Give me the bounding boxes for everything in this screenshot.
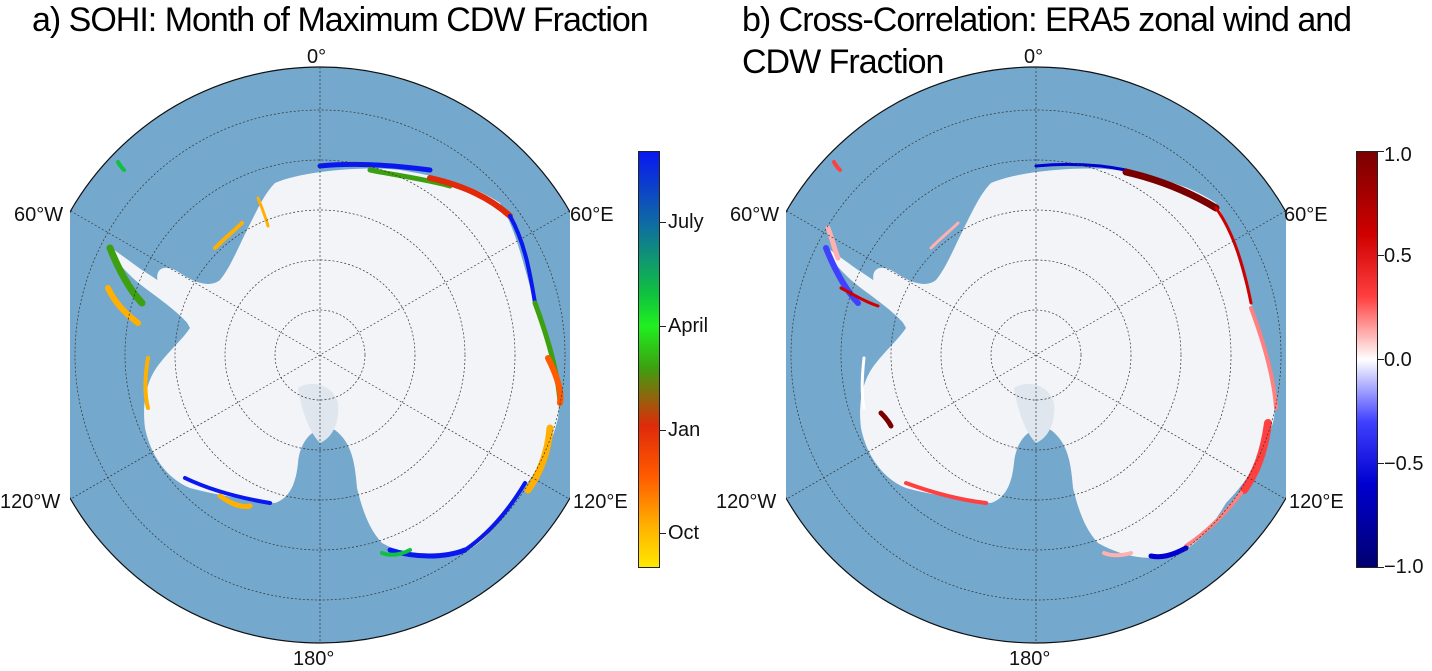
panel-b-tick-label-1: 1.0 [1384,144,1412,166]
panel-b-tick-mark [1378,255,1384,256]
panel-b-tick-label-neg-0-5: −0.5 [1384,453,1424,475]
panel-b-lon-60w: 60°W [730,204,780,226]
panel-b-lon-120w: 120°W [716,491,777,513]
panel-b-title-line1: b) Cross-Correlation: ERA5 zonal wind an… [742,1,1352,39]
antarctica-landmass [144,168,559,558]
panel-a-lon-60e: 60°E [570,204,614,226]
panel-a-tick-mark [660,222,666,223]
panel-a-lon-0: 0° [307,46,327,68]
panel-b-tick-mark [1378,151,1384,152]
panel-b-coastal-data [823,160,1278,560]
panel-a-tick-mark [660,326,666,327]
panel-a-tick-label-july: July [668,211,704,233]
panel-a-lon-180: 180° [293,648,335,670]
panel-a-lon-120w: 120°W [0,491,61,513]
panel-b-lon-180: 180° [1009,648,1051,670]
panel-b-lon-120e: 120°E [1289,491,1344,513]
antarctic-peninsula [108,246,190,326]
panel-b-map [786,66,1286,644]
panel-a-map [70,66,570,644]
panel-b-tick-label-0-5: 0.5 [1384,245,1412,267]
panel-a-lon-60w: 60°W [14,204,64,226]
panel-b-lon-60e: 60°E [1284,204,1328,226]
panel-a-tick-label-jan: Jan [668,419,701,441]
panel-b-tick-label-0: 0.0 [1384,349,1412,371]
panel-a-title: a) SOHI: Month of Maximum CDW Fraction [32,1,649,39]
antarctic-peninsula [824,246,906,326]
panel-b-lon-0: 0° [1024,46,1044,68]
panel-a-tick-mark [660,533,666,534]
ross-ice-shelf [298,383,339,443]
panel-b-tick-mark [1378,463,1384,464]
antarctica-landmass [860,168,1275,558]
panel-a-lon-120e: 120°E [573,491,628,513]
panel-a-tick-label-april: April [668,315,709,337]
panel-b-title-line2: CDW Fraction [742,43,944,81]
ross-ice-shelf [1014,383,1055,443]
panel-a-tick-label-oct: Oct [668,522,700,544]
graticule [786,67,1286,643]
panel-b-tick-mark [1378,567,1384,568]
graticule [70,67,570,643]
panel-a-colorbar [638,151,660,568]
panel-b-colorbar [1356,151,1378,568]
panel-a-coastal-data [105,160,564,559]
panel-b-tick-label-neg-1: −1.0 [1384,556,1424,578]
panel-b-tick-mark [1378,359,1384,360]
panel-a-tick-mark [660,430,666,431]
